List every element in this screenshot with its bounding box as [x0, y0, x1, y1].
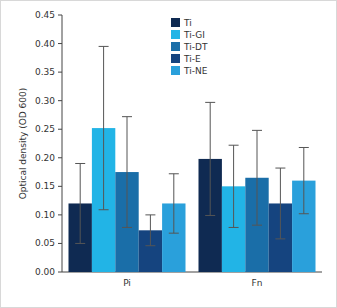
error-cap [299, 213, 309, 214]
legend-label: Ti-NE [183, 66, 208, 76]
error-cap [275, 168, 285, 169]
y-tick-label: 0.20 [35, 153, 55, 163]
error-line [150, 215, 151, 246]
error-line [80, 163, 81, 243]
y-tick [58, 157, 62, 158]
legend-swatch [171, 66, 180, 75]
error-line [303, 147, 304, 213]
error-line [210, 102, 211, 215]
error-bar [169, 174, 179, 233]
legend-label: Ti-DT [183, 42, 208, 52]
legend-swatch [171, 30, 180, 39]
error-cap [145, 214, 155, 215]
y-tick-label: 0.40 [35, 39, 55, 49]
error-cap [229, 227, 239, 228]
error-cap [205, 215, 215, 216]
error-cap [205, 102, 215, 103]
error-line [103, 46, 104, 209]
y-axis-label: Optical density (OD 600) [18, 88, 28, 200]
error-cap [229, 145, 239, 146]
error-line [280, 168, 281, 239]
legend-label: Ti [183, 18, 192, 28]
y-tick-label: 0.35 [35, 67, 55, 77]
x-tick-label: Fn [252, 278, 263, 288]
error-cap [99, 46, 109, 47]
error-bar [275, 168, 285, 239]
error-cap [169, 233, 179, 234]
x-tick-label: Pi [123, 278, 131, 288]
error-cap [299, 147, 309, 148]
error-bar [205, 102, 215, 215]
error-line [233, 145, 234, 227]
error-cap [75, 243, 85, 244]
error-line [257, 130, 258, 225]
y-tick [58, 243, 62, 244]
y-tick-label: 0.25 [35, 124, 55, 134]
error-cap [275, 238, 285, 239]
error-bar [145, 215, 155, 246]
y-tick [58, 272, 62, 273]
y-axis [62, 15, 63, 272]
y-tick-label: 0.45 [35, 10, 55, 20]
y-tick [58, 129, 62, 130]
error-bar [299, 147, 309, 213]
error-cap [252, 225, 262, 226]
legend-swatch [171, 54, 180, 63]
legend-swatch [171, 18, 180, 27]
legend-label: Ti-GI [183, 30, 205, 40]
y-tick [58, 43, 62, 44]
error-cap [75, 163, 85, 164]
error-line [173, 174, 174, 233]
legend-swatch [171, 42, 180, 51]
y-tick [58, 186, 62, 187]
error-bar [99, 46, 109, 209]
error-cap [122, 116, 132, 117]
bars [69, 46, 316, 272]
error-line [127, 117, 128, 228]
y-tick [58, 100, 62, 101]
error-cap [169, 173, 179, 174]
legend-label: Ti-E [183, 54, 201, 64]
y-tick-label: 0.05 [35, 238, 55, 248]
error-cap [252, 130, 262, 131]
y-tick-label: 0.10 [35, 210, 55, 220]
y-tick [58, 15, 62, 16]
error-bar [75, 163, 85, 243]
error-cap [99, 209, 109, 210]
y-tick-label: 0.00 [35, 267, 55, 277]
chart: 0.00 0.05 0.10 0.15 0.20 0.25 0.30 0.35 0.40 0.45… [0, 0, 337, 308]
error-bar [122, 117, 132, 228]
error-cap [122, 227, 132, 228]
y-tick [58, 72, 62, 73]
error-bar [252, 130, 262, 225]
error-cap [145, 245, 155, 246]
y-tick [58, 214, 62, 215]
error-bar [229, 145, 239, 227]
y-tick-label: 0.30 [35, 96, 55, 106]
y-tick-label: 0.15 [35, 181, 55, 191]
frame [1, 1, 337, 308]
